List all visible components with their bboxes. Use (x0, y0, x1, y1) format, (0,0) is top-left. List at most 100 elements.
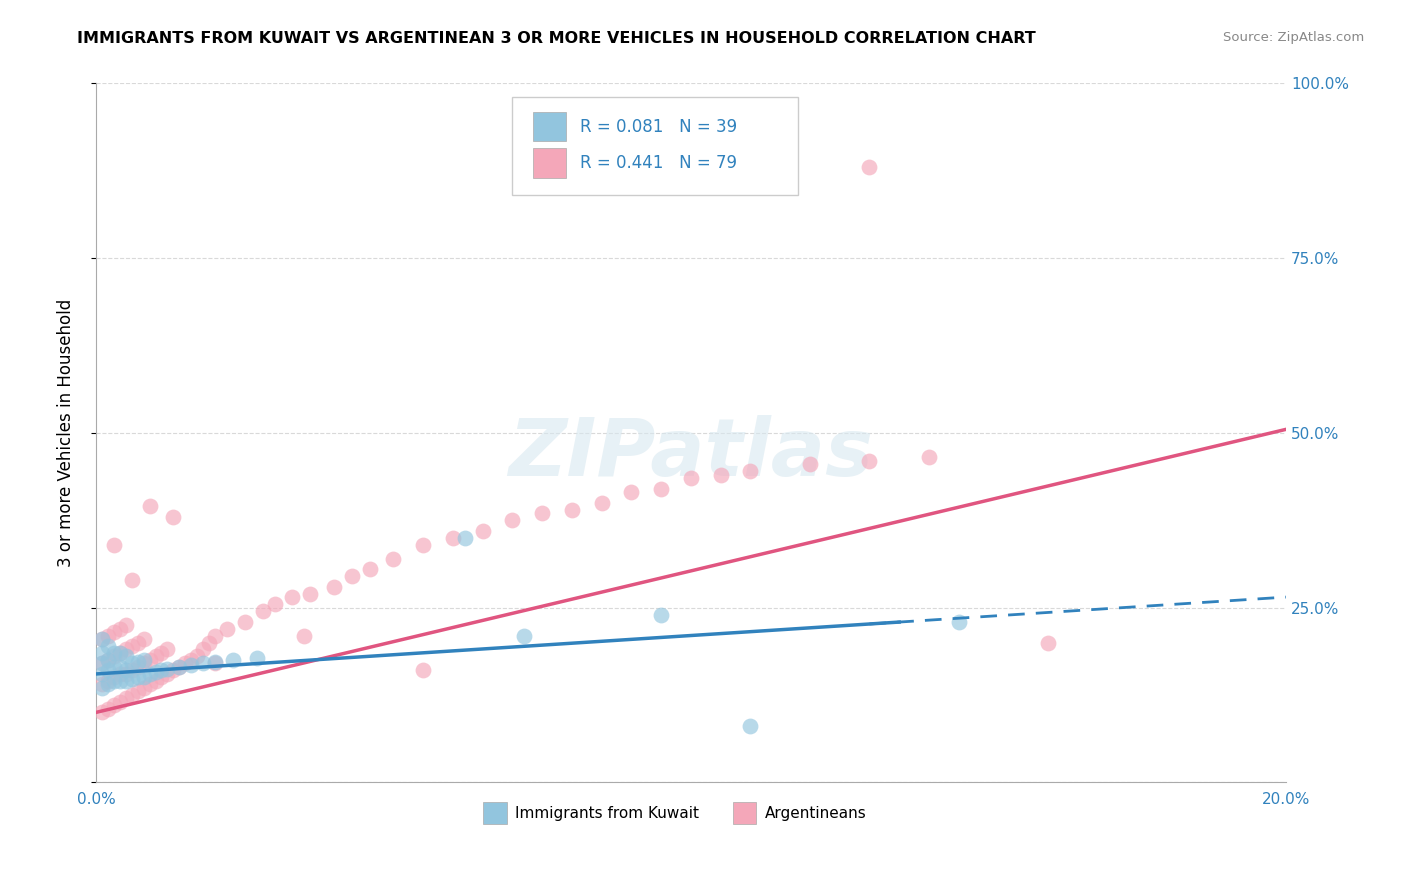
Point (114, 618, 136, 632)
Point (150, 664, 173, 678)
Point (103, 625, 125, 640)
Point (103, 673, 125, 688)
Point (412, 538, 434, 552)
Point (97, 653, 120, 667)
Point (108, 646, 131, 660)
Point (145, 649, 167, 664)
Point (114, 642, 136, 657)
Point (97, 628, 120, 642)
Point (91, 646, 114, 660)
Point (138, 653, 160, 667)
Text: R = 0.441   N = 79: R = 0.441 N = 79 (581, 154, 737, 172)
Point (114, 673, 136, 688)
Point (127, 655, 149, 669)
Point (132, 653, 155, 667)
Point (121, 639, 143, 653)
Point (97, 653, 120, 667)
Point (97, 677, 120, 691)
Point (948, 615, 970, 629)
Point (174, 657, 197, 671)
Point (138, 500, 160, 514)
Point (1036, 635, 1059, 649)
Point (91, 632, 114, 646)
Point (359, 562, 381, 576)
Point (169, 660, 191, 674)
Point (502, 513, 524, 527)
Point (412, 664, 434, 678)
Point (145, 673, 167, 688)
Point (156, 662, 179, 676)
Point (591, 496, 613, 510)
Point (204, 655, 226, 669)
Point (108, 622, 131, 636)
Point (103, 649, 125, 664)
Point (127, 684, 149, 698)
Text: Argentineans: Argentineans (765, 805, 866, 821)
Point (215, 622, 238, 636)
Point (138, 677, 160, 691)
Point (191, 657, 214, 671)
Y-axis label: 3 or more Vehicles in Household: 3 or more Vehicles in Household (58, 299, 75, 567)
FancyBboxPatch shape (733, 802, 756, 824)
Point (454, 531, 477, 545)
FancyBboxPatch shape (513, 97, 799, 195)
Point (97, 639, 120, 653)
FancyBboxPatch shape (482, 802, 506, 824)
Point (103, 646, 125, 660)
Point (91, 681, 114, 695)
Point (108, 660, 131, 674)
Point (97, 664, 120, 678)
Point (103, 660, 125, 674)
Text: R = 0.081   N = 39: R = 0.081 N = 39 (581, 118, 737, 136)
Point (186, 649, 208, 664)
Point (132, 632, 155, 646)
Point (114, 667, 136, 681)
Point (91, 632, 114, 646)
Point (127, 660, 149, 674)
Point (127, 670, 149, 684)
Point (91, 667, 114, 681)
Point (108, 695, 131, 709)
FancyBboxPatch shape (533, 112, 567, 142)
Point (91, 706, 114, 720)
Point (299, 586, 322, 600)
Point (121, 688, 143, 702)
Text: Immigrants from Kuwait: Immigrants from Kuwait (515, 805, 699, 821)
Point (103, 538, 125, 552)
Point (145, 665, 167, 679)
Point (204, 628, 226, 642)
Point (650, 607, 672, 622)
Point (114, 691, 136, 706)
Point (252, 604, 274, 618)
Point (91, 677, 114, 691)
Point (121, 664, 143, 678)
Point (858, 454, 880, 468)
Point (323, 580, 346, 594)
Point (180, 657, 202, 672)
Point (679, 471, 702, 485)
Point (114, 664, 136, 678)
Text: Source: ZipAtlas.com: Source: ZipAtlas.com (1223, 31, 1364, 45)
Point (132, 681, 155, 695)
Point (108, 667, 131, 681)
Point (121, 672, 143, 686)
Point (138, 667, 160, 681)
Text: IMMIGRANTS FROM KUWAIT VS ARGENTINEAN 3 OR MORE VEHICLES IN HOUSEHOLD CORRELATIO: IMMIGRANTS FROM KUWAIT VS ARGENTINEAN 3 … (77, 31, 1036, 46)
Point (858, 161, 880, 175)
FancyBboxPatch shape (533, 148, 567, 178)
Point (169, 660, 191, 674)
Point (121, 657, 143, 671)
Point (108, 646, 131, 660)
Point (561, 502, 583, 516)
Point (650, 482, 672, 496)
Text: ZIPatlas: ZIPatlas (509, 415, 873, 492)
Point (150, 670, 173, 684)
Point (246, 651, 269, 665)
Point (198, 635, 221, 649)
Point (531, 506, 554, 520)
Point (263, 597, 285, 611)
Point (132, 670, 155, 684)
Point (114, 649, 136, 664)
Point (233, 615, 256, 629)
Point (740, 719, 762, 733)
